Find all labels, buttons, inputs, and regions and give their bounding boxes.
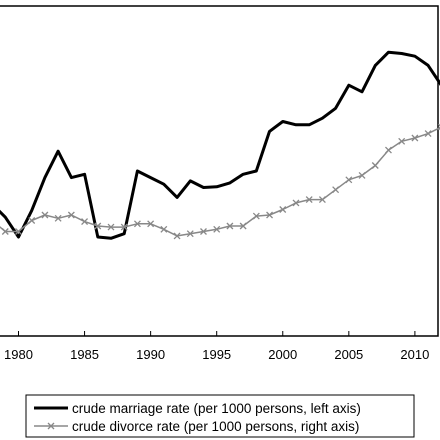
x-axis-ticks: 1980 1985 1990 1995 2000 2005 2010 xyxy=(4,331,429,362)
divorce-point-1982 xyxy=(41,211,49,219)
divorce-point-1986 xyxy=(94,222,102,230)
divorce-point-2002 xyxy=(305,196,313,204)
divorce-point-2004 xyxy=(332,186,340,194)
legend: crude marriage rate (per 1000 persons, l… xyxy=(25,394,415,438)
divorce-point-1981 xyxy=(28,217,36,224)
divorce-point-2000 xyxy=(279,206,287,213)
divorce-point-1998 xyxy=(252,212,260,220)
divorce-point-1997 xyxy=(239,222,247,230)
divorce-point-2003 xyxy=(318,196,326,204)
divorce-point-1988 xyxy=(120,223,128,231)
divorce-point-1979 xyxy=(1,228,9,235)
legend-box xyxy=(25,394,415,438)
plot-frame xyxy=(0,5,439,337)
divorce-point-1980 xyxy=(15,228,22,235)
x-tick-label-2010: 2010 xyxy=(400,347,429,362)
divorce-point-2007 xyxy=(371,162,379,169)
divorce-point-2006 xyxy=(358,171,366,179)
divorce-point-1987 xyxy=(107,223,115,231)
divorce-point-1984 xyxy=(67,211,75,219)
marriage-rate-line xyxy=(0,50,440,240)
divorce-point-1996 xyxy=(226,222,234,230)
x-tick-label-2000: 2000 xyxy=(268,347,297,362)
divorce-point-1999 xyxy=(266,211,274,219)
divorce-point-1991 xyxy=(160,225,168,233)
divorce-point-2009 xyxy=(398,137,406,145)
divorce-point-1993 xyxy=(186,230,194,238)
divorce-point-2011 xyxy=(424,130,432,138)
divorce-rate-line xyxy=(0,126,440,237)
legend-marriage-label: crude marriage rate (per 1000 persons, l… xyxy=(72,401,361,416)
divorce-point-1983 xyxy=(54,214,62,222)
x-tick-label-1990: 1990 xyxy=(136,347,165,362)
x-tick-label-1980: 1980 xyxy=(4,347,33,362)
series-layer xyxy=(0,50,440,240)
x-tick-label-1985: 1985 xyxy=(70,347,99,362)
divorce-point-2001 xyxy=(292,199,300,207)
legend-divorce-label: crude divorce rate (per 1000 persons, ri… xyxy=(72,419,359,434)
divorce-point-2012 xyxy=(437,123,440,131)
divorce-point-1992 xyxy=(173,232,181,240)
divorce-point-1995 xyxy=(213,225,221,233)
divorce-point-1990 xyxy=(147,220,155,228)
divorce-point-2005 xyxy=(345,176,353,184)
divorce-point-2010 xyxy=(411,134,419,142)
divorce-point-1985 xyxy=(81,218,89,226)
x-tick-label-2005: 2005 xyxy=(334,347,363,362)
divorce-point-2008 xyxy=(385,146,392,154)
x-tick-label-1995: 1995 xyxy=(202,347,231,362)
divorce-point-1994 xyxy=(200,228,207,235)
divorce-point-1989 xyxy=(133,220,141,228)
legend-divorce-marker xyxy=(47,422,55,430)
